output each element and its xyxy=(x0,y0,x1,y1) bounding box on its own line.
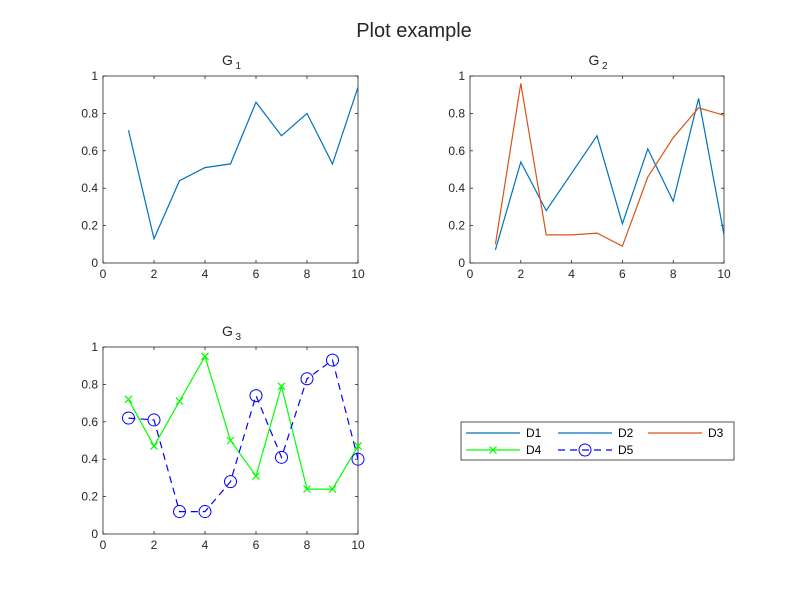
x-tick-label: 6 xyxy=(253,267,260,281)
legend-label: D1 xyxy=(526,426,542,440)
series-line xyxy=(494,83,725,248)
data-point-x xyxy=(201,352,209,361)
data-point-x xyxy=(124,395,133,404)
y-tick-label: 0.2 xyxy=(81,490,98,504)
series-line xyxy=(128,359,359,513)
legend-entry-d1: D1 xyxy=(466,426,542,440)
data-point-circle xyxy=(249,389,263,403)
subplot-title-subscript: 3 xyxy=(236,332,242,343)
legend-label: D3 xyxy=(708,426,724,440)
legend-entry-d2: D2 xyxy=(558,426,634,440)
data-point-circle xyxy=(122,411,135,425)
x-tick-label: 0 xyxy=(100,538,107,552)
x-tick-label: 2 xyxy=(151,538,158,552)
y-tick-label: 0 xyxy=(91,256,98,270)
y-tick-label: 0.6 xyxy=(81,415,98,429)
legend-entry-d4: D4 xyxy=(466,443,542,457)
data-point-circle xyxy=(351,452,365,466)
subplot-title-subscript: 1 xyxy=(236,61,242,72)
data-point-x xyxy=(226,436,235,445)
y-tick-label: 0.2 xyxy=(448,219,465,233)
x-tick-label: 2 xyxy=(517,267,524,281)
subplot-title: G xyxy=(222,52,233,68)
data-point-x xyxy=(328,485,337,494)
y-tick-label: 0.2 xyxy=(81,219,98,233)
data-point-x xyxy=(252,472,260,480)
series-d1 xyxy=(127,87,359,241)
x-tick-label: 4 xyxy=(202,538,209,552)
x-tick-label: 10 xyxy=(351,538,365,552)
subplot-title: G xyxy=(222,323,233,339)
series-line xyxy=(494,98,725,251)
data-point-circle xyxy=(173,505,186,519)
y-tick-label: 0.6 xyxy=(81,144,98,158)
subplot-title-subscript: 2 xyxy=(602,61,608,72)
legend-box xyxy=(460,421,735,461)
data-point-circle xyxy=(300,372,314,386)
subplot-3: G 3 0 2 4 6 8 10 0 0.2 0.4 0.6 0.8 1 xyxy=(81,323,365,552)
data-point-circle xyxy=(198,505,212,519)
x-tick-label: 0 xyxy=(100,267,107,281)
legend-label: D5 xyxy=(618,443,634,457)
x-tick-label: 4 xyxy=(202,267,209,281)
y-tick-label: 0.8 xyxy=(448,106,465,120)
legend-marker-circle xyxy=(578,443,592,457)
series-line xyxy=(127,354,359,490)
data-point-x xyxy=(175,397,184,406)
data-point-x xyxy=(277,382,286,391)
y-tick-label: 1 xyxy=(91,340,98,354)
legend: D1 D2 D3 D4 D5 xyxy=(460,421,735,461)
y-tick-label: 1 xyxy=(91,69,98,83)
legend-marker-x xyxy=(489,446,497,454)
data-point-x xyxy=(150,442,158,451)
y-tick-label: 0.6 xyxy=(448,144,465,158)
series-d2 xyxy=(494,98,725,251)
data-point-circle xyxy=(326,353,339,367)
y-tick-label: 0.8 xyxy=(81,377,98,391)
series-d5 xyxy=(122,353,365,519)
legend-entry-d3: D3 xyxy=(648,426,724,440)
data-point-x xyxy=(303,485,311,494)
x-tick-label: 6 xyxy=(253,538,260,552)
legend-label: D4 xyxy=(526,443,542,457)
y-tick-label: 0.4 xyxy=(81,181,98,195)
x-tick-label: 0 xyxy=(467,267,474,281)
legend-entry-d5: D5 xyxy=(558,443,634,457)
x-tick-label: 8 xyxy=(304,267,311,281)
figure-title: Plot example xyxy=(356,20,472,42)
axes-box xyxy=(469,75,725,264)
x-tick-label: 8 xyxy=(670,267,677,281)
x-tick-label: 2 xyxy=(151,267,158,281)
legend-label: D2 xyxy=(618,426,634,440)
subplot-title: G xyxy=(589,52,600,68)
series-line xyxy=(127,87,359,241)
series-d4 xyxy=(124,352,362,494)
y-tick-label: 0.8 xyxy=(81,106,98,120)
x-tick-label: 10 xyxy=(717,267,731,281)
axes-box xyxy=(102,75,359,264)
data-point-x xyxy=(354,442,362,451)
y-tick-label: 0.4 xyxy=(81,452,98,466)
y-tick-label: 0.4 xyxy=(448,181,465,195)
x-tick-label: 8 xyxy=(304,538,311,552)
y-tick-label: 0 xyxy=(458,256,465,270)
data-point-circle xyxy=(224,475,237,489)
y-tick-label: 0 xyxy=(91,527,98,541)
data-point-circle xyxy=(275,450,288,464)
x-tick-label: 4 xyxy=(568,267,575,281)
series-d3 xyxy=(494,83,725,248)
x-tick-label: 10 xyxy=(351,267,365,281)
x-tick-label: 6 xyxy=(619,267,626,281)
y-tick-label: 1 xyxy=(458,69,465,83)
data-point-circle xyxy=(147,413,161,427)
